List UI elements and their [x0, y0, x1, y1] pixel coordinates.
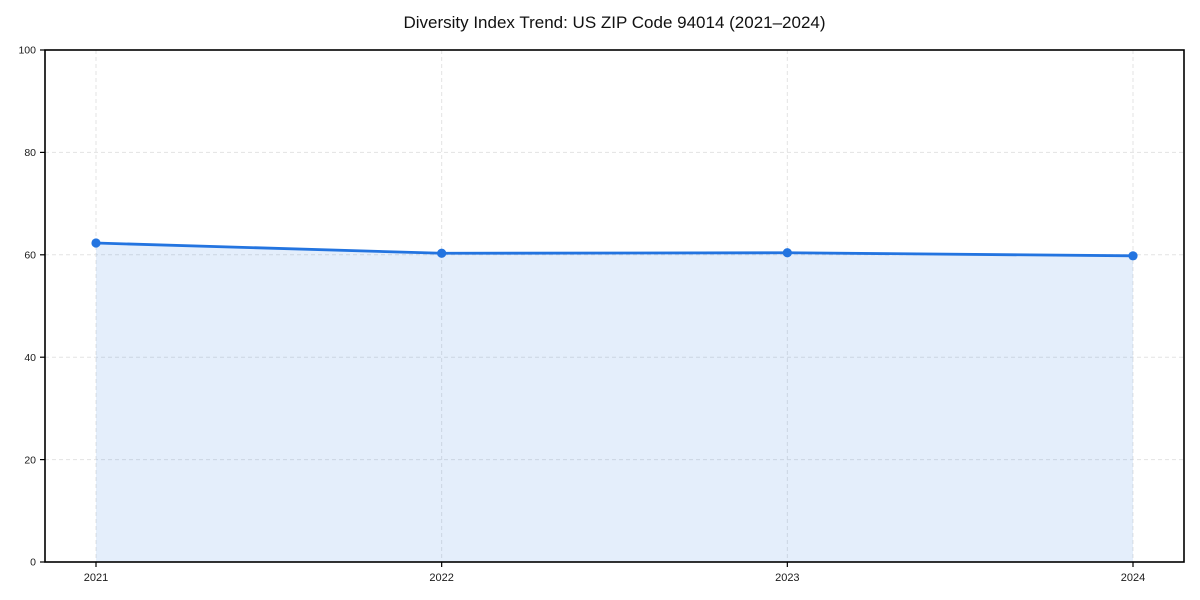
plot-border: [44, 49, 1185, 563]
y-tick-label: 0: [30, 557, 36, 569]
y-tick-label: 20: [24, 454, 36, 466]
x-tick-label: 2023: [775, 572, 799, 584]
chart-title: Diversity Index Trend: US ZIP Code 94014…: [403, 13, 826, 32]
data-point-marker: [782, 248, 792, 258]
data-point-marker: [91, 238, 101, 248]
x-tick-label: 2021: [84, 572, 108, 584]
y-tick-label: 40: [24, 352, 36, 364]
x-tick-label: 2022: [429, 572, 453, 584]
area-fill: [96, 243, 1133, 563]
x-tick-label: 2024: [1121, 572, 1145, 584]
y-tick-label: 100: [18, 45, 36, 57]
trend-line: [94, 241, 1135, 258]
y-tick-label: 60: [24, 249, 36, 261]
data-point-marker: [437, 248, 447, 258]
y-tick-label: 80: [24, 147, 36, 159]
data-point-marker: [1128, 251, 1138, 261]
